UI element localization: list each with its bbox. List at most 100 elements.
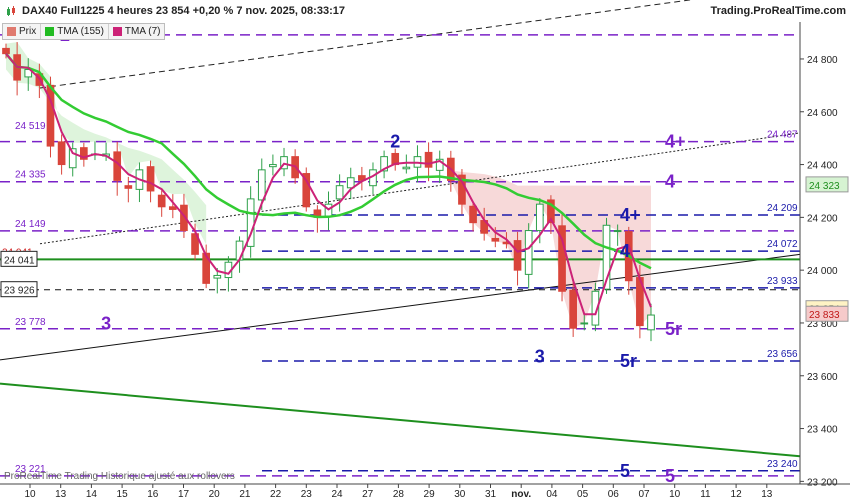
- y-tick-label: 24 000: [807, 266, 838, 277]
- price-box-label: 24 323: [809, 181, 840, 192]
- wave-label: 3: [101, 314, 111, 334]
- time-axis: 10 13 14 15 16 17 20 21 22 23 24 27 28 29 30 31 nov. 04 05…: [0, 483, 850, 500]
- price-box-label: 24 041: [4, 255, 35, 266]
- candle-body: [302, 173, 311, 208]
- mid-trendline: [39, 132, 801, 245]
- lower-trendline: [0, 253, 801, 361]
- legend-item-tma7[interactable]: TMA (7): [109, 24, 165, 39]
- x-tick-label: 28: [393, 489, 405, 500]
- area-fills: [6, 42, 651, 329]
- legend-item-tma155[interactable]: TMA (155): [41, 24, 109, 39]
- price-swatch-icon: [7, 27, 16, 36]
- x-tick-label: 29: [424, 489, 436, 500]
- chart-type-icon[interactable]: [6, 6, 17, 17]
- upper-trendline: [39, 0, 694, 89]
- candle-body: [68, 148, 77, 169]
- x-tick-label: 13: [761, 489, 773, 500]
- candle-body: [469, 205, 477, 224]
- site-label[interactable]: Trading.ProRealTime.com: [710, 5, 846, 17]
- candle-body: [168, 206, 177, 210]
- wave-label: 5: [665, 466, 675, 486]
- x-tick-label: 14: [86, 489, 98, 500]
- candle-body: [157, 194, 166, 208]
- footer-note: ProRealTime Trading Historique ajusté au…: [4, 471, 235, 482]
- trend-lines: [0, 0, 801, 458]
- price-box: [0, 250, 38, 267]
- candle-body: [257, 169, 266, 201]
- x-tick-label: 31: [485, 489, 497, 500]
- candle-body: [535, 203, 544, 232]
- x-tick-label: 05: [577, 489, 589, 500]
- wave-label: 4: [620, 241, 630, 261]
- level-label: 24 072: [767, 239, 798, 250]
- candle-body: [124, 185, 133, 189]
- candle-body: [569, 289, 577, 329]
- x-tick-label: 20: [209, 489, 221, 500]
- candle-body: [613, 230, 622, 233]
- candle-body: [591, 290, 600, 326]
- y-tick-label: 24 600: [807, 108, 838, 119]
- y-tick-label: 23 800: [807, 319, 838, 330]
- wave-label: 5r: [665, 319, 682, 339]
- chart-title: DAX40 Full1225 4 heures 23 854 +0,20 % 7…: [22, 5, 345, 17]
- x-tick-label: 04: [546, 489, 558, 500]
- price-box: [805, 176, 849, 193]
- candle-body: [435, 158, 444, 171]
- x-tick-label: 11: [700, 489, 711, 500]
- level-label: 23 656: [767, 349, 798, 360]
- legend-item-price[interactable]: Prix: [3, 24, 42, 39]
- candle-body: [380, 156, 388, 172]
- tma7-swatch-icon: [112, 27, 122, 36]
- x-tick-label: 27: [362, 489, 374, 500]
- level-label: 24 519: [15, 121, 46, 132]
- x-tick-label: 23: [301, 489, 313, 500]
- legend-label: Prix: [19, 26, 37, 37]
- candle-body: [2, 47, 10, 55]
- level-lines: [0, 34, 800, 477]
- candle-body: [424, 151, 433, 168]
- candle-body: [202, 252, 211, 284]
- price-box-label: 23 833: [809, 310, 840, 321]
- y-tick-label: 23 600: [807, 372, 838, 383]
- tma155-line: [5, 52, 652, 270]
- price-box-label: 23 926: [4, 286, 35, 297]
- x-tick-label: 13: [55, 489, 67, 500]
- x-tick-label: nov.: [511, 489, 531, 500]
- candle-body: [335, 185, 344, 200]
- wave-label: 4: [665, 172, 675, 192]
- candle-body: [602, 224, 611, 290]
- bearish-zone: [450, 170, 651, 329]
- legend-label: TMA (7): [124, 26, 161, 37]
- candle-body: [24, 69, 33, 78]
- candle-body: [580, 322, 589, 325]
- tma155-swatch-icon: [45, 27, 55, 36]
- candle-body: [180, 204, 188, 232]
- candle-body: [57, 141, 66, 166]
- legend-label: TMA (155): [57, 26, 104, 37]
- x-tick-label: 15: [117, 489, 129, 500]
- level-label: 23 240: [767, 459, 798, 470]
- y-tick-label: 24 400: [807, 161, 838, 172]
- y-tick-label: 24 800: [807, 55, 838, 66]
- level-label: 23 933: [767, 276, 798, 287]
- wave-label: 5r: [620, 351, 637, 371]
- candle-body: [647, 314, 655, 331]
- y-tick-label: 24 200: [807, 213, 838, 224]
- candle-body: [269, 164, 277, 168]
- price-box: [0, 281, 38, 298]
- x-tick-label: 22: [270, 489, 282, 500]
- y-tick-label: 23 200: [807, 477, 838, 488]
- wave-label: 4+: [620, 205, 641, 225]
- wave-label: 4+: [665, 132, 686, 152]
- wave-label: 2: [390, 131, 400, 151]
- x-tick-label: 16: [147, 489, 159, 500]
- x-tick-label: 24: [331, 489, 343, 500]
- level-label: 24 335: [15, 170, 46, 181]
- candle-body: [80, 147, 88, 160]
- x-tick-label: 12: [731, 489, 743, 500]
- x-tick-label: 10: [24, 489, 36, 500]
- candle-body: [146, 166, 155, 192]
